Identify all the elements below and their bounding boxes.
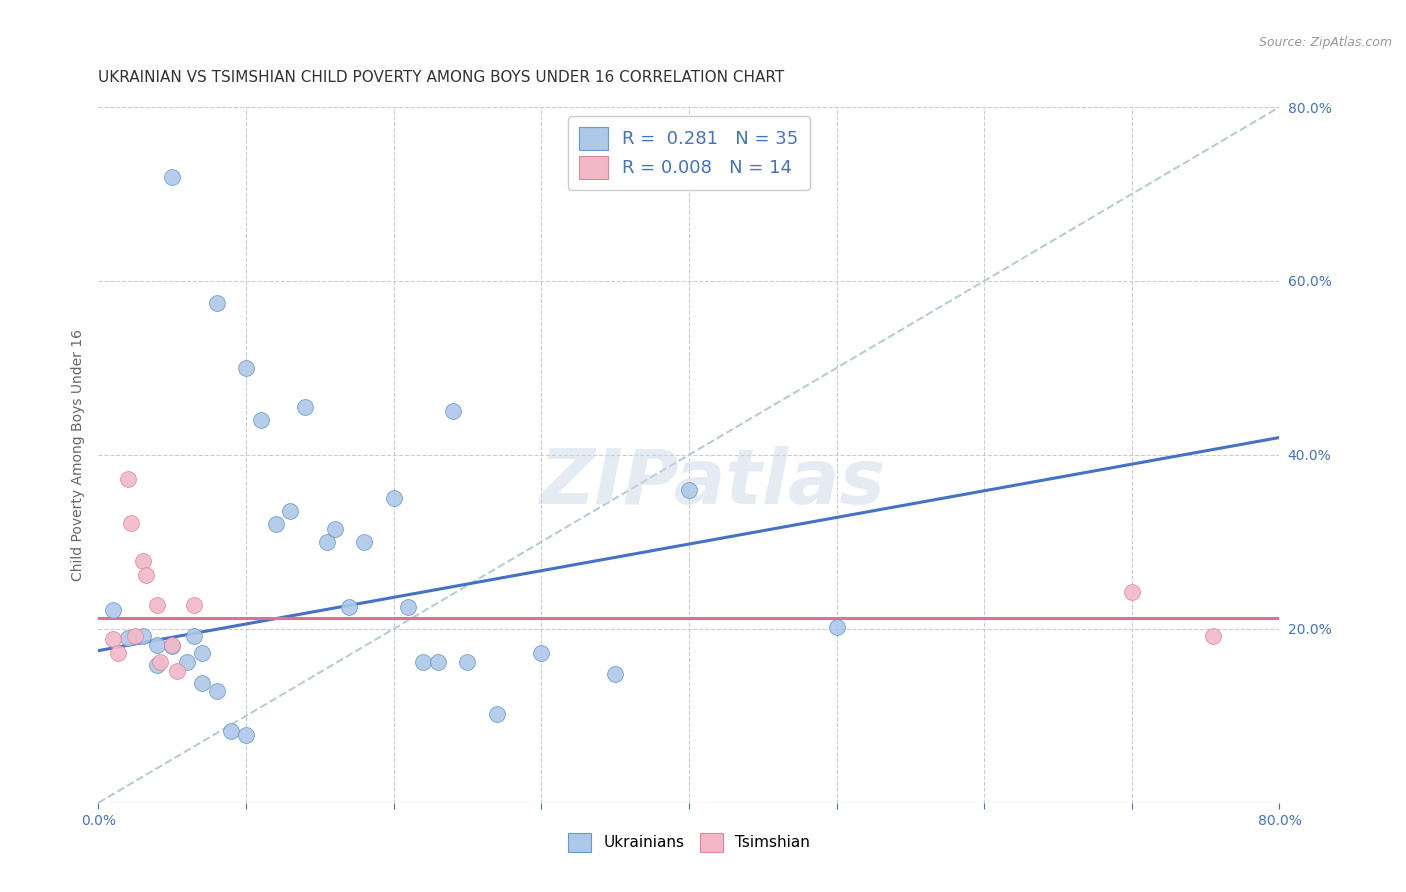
Point — [120, 516, 142, 530]
Point — [486, 707, 509, 722]
Point — [183, 629, 205, 643]
Point — [146, 598, 169, 612]
Point — [117, 472, 139, 486]
Point — [103, 603, 125, 617]
Point — [205, 295, 228, 310]
Point — [1202, 629, 1225, 643]
Point — [235, 728, 257, 742]
Point — [382, 491, 405, 506]
Point — [678, 483, 700, 497]
Point — [146, 638, 169, 652]
Legend: Ukrainians, Tsimshian: Ukrainians, Tsimshian — [562, 827, 815, 858]
Point — [162, 638, 183, 652]
Point — [162, 639, 183, 653]
Point — [149, 655, 172, 669]
Point — [135, 568, 157, 582]
Text: UKRAINIAN VS TSIMSHIAN CHILD POVERTY AMONG BOYS UNDER 16 CORRELATION CHART: UKRAINIAN VS TSIMSHIAN CHILD POVERTY AMO… — [98, 70, 785, 85]
Point — [280, 504, 302, 518]
Point — [412, 655, 434, 669]
Point — [323, 522, 346, 536]
Point — [1121, 585, 1143, 599]
Point — [235, 360, 257, 375]
Point — [183, 598, 205, 612]
Point — [191, 675, 214, 690]
Point — [221, 724, 243, 739]
Point — [191, 646, 214, 660]
Point — [166, 664, 188, 678]
Point — [339, 600, 361, 615]
Text: Source: ZipAtlas.com: Source: ZipAtlas.com — [1258, 36, 1392, 49]
Point — [605, 667, 627, 681]
Y-axis label: Child Poverty Among Boys Under 16: Child Poverty Among Boys Under 16 — [70, 329, 84, 581]
Point — [162, 169, 183, 184]
Text: ZIPatlas: ZIPatlas — [540, 446, 886, 520]
Point — [427, 655, 450, 669]
Point — [441, 404, 464, 418]
Point — [398, 600, 420, 615]
Point — [250, 413, 273, 427]
Point — [205, 684, 228, 698]
Point — [117, 631, 139, 645]
Point — [316, 534, 339, 549]
Point — [457, 655, 479, 669]
Point — [353, 534, 375, 549]
Point — [294, 400, 316, 414]
Point — [107, 646, 129, 660]
Point — [530, 646, 553, 660]
Point — [146, 658, 169, 673]
Point — [132, 629, 155, 643]
Point — [825, 620, 848, 634]
Point — [124, 629, 146, 643]
Point — [132, 554, 155, 568]
Point — [103, 632, 125, 647]
Point — [176, 655, 198, 669]
Point — [264, 517, 287, 532]
